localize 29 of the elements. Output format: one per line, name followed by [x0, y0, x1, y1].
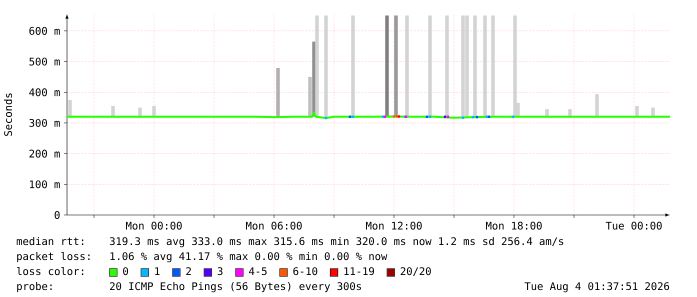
text: 1.06 % avg 41.17 % max 0.00 % min 0.00 % now — [110, 252, 388, 262]
x-tick-label: Mon 12:00 — [366, 222, 422, 230]
text: median rtt: — [16, 237, 84, 246]
legend-label: 20/20 — [400, 267, 431, 276]
y-tick-label: 100 m — [30, 180, 60, 188]
text: probe: — [17, 282, 52, 292]
y-tick-label: 600 m — [29, 26, 60, 35]
x-tick-label: Mon 18:00 — [486, 222, 542, 230]
x-tick-label: Tue 00:00 — [606, 222, 662, 230]
legend-label: 2 — [186, 267, 191, 275]
text: 20 ICMP Echo Pings (56 Bytes) every 300s — [110, 282, 361, 292]
legend-label: 0 — [123, 267, 128, 276]
legend-label: 6-10 — [293, 267, 318, 276]
y-tick-label: 200 m — [29, 150, 60, 158]
text: packet loss: — [17, 252, 90, 262]
y-tick-label: 400 m — [29, 88, 60, 96]
legend-title: loss color: — [17, 266, 84, 276]
x-tick-label: Mon 00:00 — [126, 222, 182, 230]
y-axis-title: Seconds — [4, 93, 12, 136]
legend-label: 11-19 — [344, 267, 374, 276]
text: 319.3 ms avg 333.0 ms max 315.6 ms min 320.0 ms now 1.2 ms sd 256.4 am/s — [110, 237, 564, 248]
legend-label: 3 — [218, 267, 222, 276]
y-tick-label: 0 — [54, 211, 60, 219]
legend-label: 1 — [155, 267, 160, 275]
y-tick-label: 300 m — [29, 118, 60, 127]
y-tick-label: 500 m — [29, 58, 60, 66]
text: Tue Aug 4 01:37:51 2026 — [524, 282, 670, 292]
legend-label: 4-5 — [249, 267, 267, 276]
x-tick-label: Mon 06:00 — [246, 222, 302, 230]
